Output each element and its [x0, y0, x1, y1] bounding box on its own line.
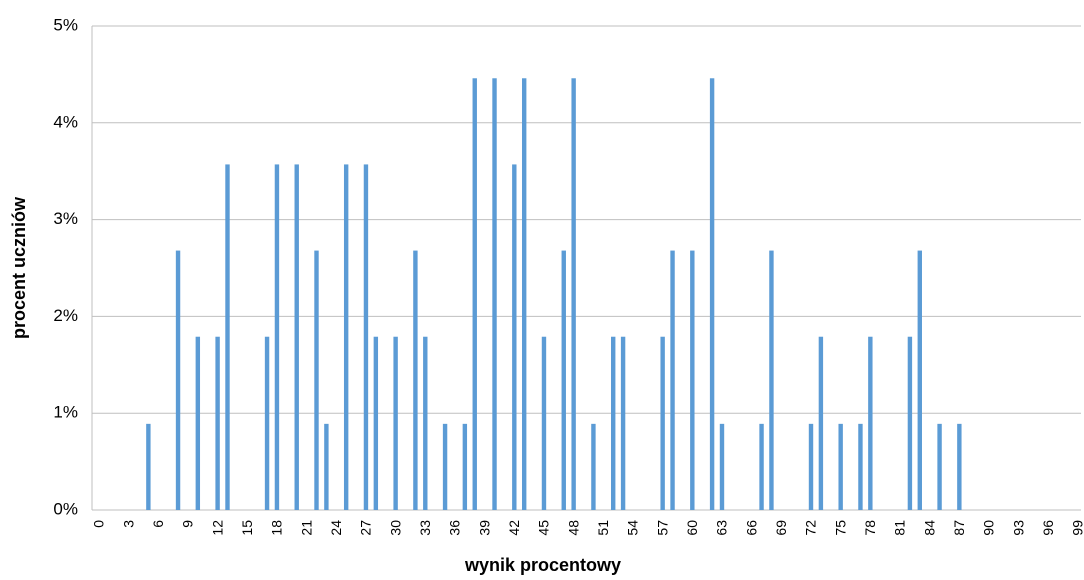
- x-tick-label: 66: [743, 520, 759, 536]
- bar: [571, 78, 576, 510]
- bar: [314, 250, 319, 511]
- bar: [670, 250, 675, 511]
- bar: [561, 250, 566, 511]
- bar: [264, 336, 270, 510]
- y-axis-title: procent uczniów: [9, 196, 29, 339]
- bar: [818, 336, 824, 510]
- y-tick-label: 0%: [53, 499, 78, 518]
- x-tick-label: 0: [91, 520, 107, 528]
- x-tick-label: 9: [180, 520, 196, 528]
- bar: [690, 250, 695, 511]
- bar: [324, 423, 329, 510]
- bar: [660, 336, 665, 510]
- bar: [719, 423, 725, 510]
- x-tick-label: 75: [832, 520, 848, 536]
- bar: [541, 336, 547, 510]
- bar: [759, 423, 764, 510]
- bar: [611, 336, 616, 510]
- x-tick-label: 27: [358, 520, 374, 536]
- x-tick-label: 87: [951, 520, 967, 536]
- bar: [423, 336, 428, 510]
- bar: [512, 164, 517, 510]
- bar: [620, 336, 626, 510]
- bar: [858, 423, 863, 510]
- x-tick-label: 3: [120, 520, 136, 528]
- x-tick-label: 21: [298, 520, 314, 536]
- x-tick-label: 90: [981, 520, 997, 536]
- x-tick-label: 84: [921, 520, 937, 536]
- bar: [917, 250, 922, 511]
- bar: [521, 78, 527, 510]
- y-tick-label: 2%: [53, 306, 78, 325]
- y-tick-label: 5%: [53, 15, 78, 34]
- bar: [709, 78, 715, 510]
- bar: [294, 164, 299, 510]
- bar: [937, 423, 942, 510]
- x-tick-label: 96: [1040, 520, 1056, 536]
- bar: [462, 423, 468, 510]
- x-tick-label: 72: [803, 520, 819, 536]
- y-tick-label: 3%: [53, 209, 78, 228]
- x-tick-label: 93: [1010, 520, 1026, 536]
- x-tick-label: 99: [1070, 520, 1084, 536]
- x-tick-label: 54: [625, 520, 641, 536]
- bar: [225, 164, 230, 510]
- bar: [442, 423, 448, 510]
- x-tick-label: 6: [150, 520, 166, 528]
- bar: [957, 423, 962, 510]
- bar: [472, 78, 477, 510]
- x-tick-label: 39: [476, 520, 492, 536]
- bar: [146, 423, 151, 510]
- bar: [591, 423, 596, 510]
- x-tick-label: 24: [328, 520, 344, 536]
- bar: [343, 164, 349, 510]
- bar: [413, 250, 418, 511]
- x-tick-label: 33: [417, 520, 433, 536]
- bar: [215, 336, 220, 510]
- bar: [195, 336, 201, 510]
- bar: [393, 336, 398, 510]
- x-tick-label: 48: [565, 520, 581, 536]
- x-tick-label: 81: [892, 520, 908, 536]
- bar: [492, 78, 497, 510]
- y-tick-label: 1%: [53, 403, 78, 422]
- bar: [373, 336, 379, 510]
- x-tick-label: 12: [209, 520, 225, 536]
- x-tick-label: 78: [862, 520, 878, 536]
- bar: [868, 336, 873, 510]
- x-axis-title: wynik procentowy: [464, 555, 621, 575]
- bar: [274, 164, 280, 510]
- x-tick-label: 45: [536, 520, 552, 536]
- bar: [363, 164, 369, 510]
- x-tick-label: 42: [506, 520, 522, 536]
- y-tick-label: 4%: [53, 112, 78, 131]
- x-tick-label: 18: [269, 520, 285, 536]
- bar: [769, 250, 774, 511]
- x-tick-label: 15: [239, 520, 255, 536]
- x-tick-label: 69: [773, 520, 789, 536]
- bar: [838, 423, 843, 510]
- x-tick-label: 57: [654, 520, 670, 536]
- x-tick-label: 51: [595, 520, 611, 536]
- x-tick-label: 63: [714, 520, 730, 536]
- x-tick-label: 60: [684, 520, 700, 536]
- x-tick-label: 30: [387, 520, 403, 536]
- bar: [175, 250, 181, 511]
- bar: [907, 336, 913, 510]
- x-tick-label: 36: [447, 520, 463, 536]
- bar: [808, 423, 814, 510]
